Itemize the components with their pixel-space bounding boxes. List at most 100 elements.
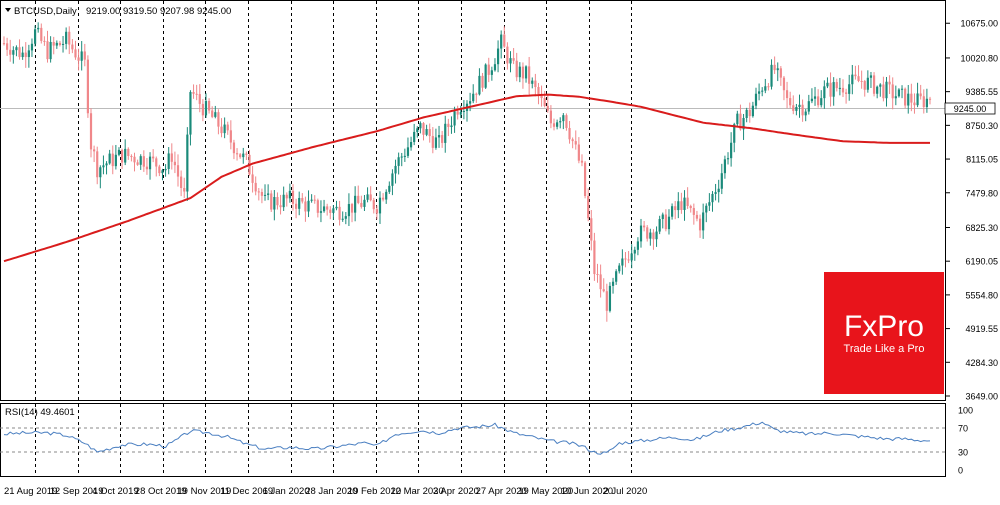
candle-body [397,157,400,166]
candle-body [204,100,208,116]
candle-body [294,203,298,209]
x-tick-label: 27 Apr 2020 [476,486,527,497]
x-tick-label: 28 Jan 2020 [305,486,357,497]
candle-body [114,154,117,167]
candle-body [916,93,919,106]
candle-body [416,128,419,132]
candle-body [512,58,515,61]
candle-body [888,81,891,85]
candle-body [764,86,767,91]
candle-body [649,232,652,239]
candle-body [49,41,52,60]
candle-body [239,154,242,158]
candle-body [518,66,521,78]
candle-body [46,41,49,60]
ohlc-label: 9219.00 9319.50 9207.98 9245.00 [86,6,231,17]
candle-body [347,204,351,217]
candle-body [148,156,152,170]
candle-body [630,253,633,261]
candle-body [487,64,490,75]
candle-body [509,58,512,64]
candle-body [677,201,680,211]
y-tick-label: 6825.30 [965,223,998,233]
triangle-down-icon[interactable] [5,8,11,12]
candle-body [211,110,214,117]
x-tick-label: 21 Aug 2019 [4,486,57,497]
candle-body [472,93,475,102]
candle-body [913,102,916,106]
candle-body [633,249,636,254]
candle-body [263,194,267,196]
candle-body [270,193,273,210]
candle-body [674,206,677,211]
candle-body [9,49,12,55]
candle-body [664,214,667,230]
candle-body [170,153,173,162]
main-panel [0,0,946,401]
candle-body [65,31,68,44]
candle-body [605,291,608,311]
candle-body [714,192,717,194]
candle-body [279,205,282,208]
x-tick-label: 2 Jul 2020 [603,486,647,497]
candle-body [99,167,102,178]
candle-body [276,197,279,206]
candle-body [304,201,307,212]
candle-body [596,274,599,276]
candle-body [733,124,736,143]
rsi-axis: 100 70 30 0 [958,406,973,476]
candle-body [369,194,372,201]
candle-body [164,168,167,171]
candle-body [12,50,15,55]
candle-body [183,187,186,192]
candle-body [543,98,546,106]
candle-body [89,113,93,150]
candle-body [568,128,571,140]
candle-body [21,52,24,58]
candle-body [801,104,804,116]
candle-body [832,82,835,97]
candle-body [537,86,540,96]
candle-body [450,125,453,128]
candle-body [326,206,329,210]
candle-body [773,64,776,71]
rsi-tick-label: 70 [958,424,968,434]
candle-body [291,190,295,204]
y-tick-label: 10675.00 [960,19,998,29]
candle-body [93,149,96,152]
candle-body [273,197,276,210]
candle-body [372,200,375,210]
rsi-label: RSI(14) 49.4601 [5,407,75,418]
candle-body [698,218,702,231]
candle-body [639,225,643,242]
grid-layer [35,1,632,400]
candle-body [223,124,226,134]
y-tick-label: 7479.80 [965,188,998,198]
candle-body [496,48,500,65]
candle-body [130,155,133,157]
candle-body [795,107,798,111]
candle-body [882,84,885,99]
fxpro-tagline: Trade Like a Pro [844,343,925,355]
candle-body [235,153,239,155]
candle-body [621,258,624,266]
x-tick-label: 12 Sep 2019 [50,486,104,497]
candle-body [341,218,344,220]
x-tick-label: 6 Jan 2020 [263,486,310,497]
candle-body [24,52,27,58]
candle-body [757,91,761,94]
candle-body [428,129,431,137]
candle-body [180,176,183,188]
candle-body [490,70,493,75]
x-tick-label: 28 Oct 2019 [135,486,187,497]
candle-body [207,100,211,111]
candle-body [77,57,80,61]
candle-body [111,153,114,167]
candle-body [680,201,683,210]
candle-body [876,86,879,94]
candle-body [226,124,229,131]
candle-body [857,76,860,81]
current-price-label: 9245.00 [954,104,987,114]
candle-body [565,115,568,129]
